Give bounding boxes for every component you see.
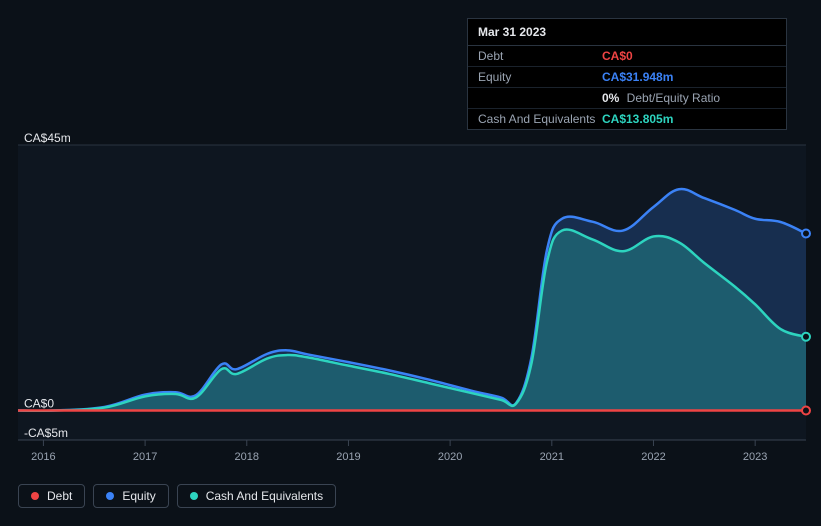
tooltip-row: EquityCA$31.948m — [468, 67, 786, 88]
chart-tooltip: Mar 31 2023 DebtCA$0EquityCA$31.948m0% D… — [467, 18, 787, 130]
tooltip-row-value: 0% Debt/Equity Ratio — [602, 91, 776, 105]
legend-swatch — [31, 492, 39, 500]
svg-text:-CA$5m: -CA$5m — [24, 426, 68, 440]
svg-text:2016: 2016 — [31, 451, 55, 463]
svg-text:2018: 2018 — [235, 451, 259, 463]
chart-legend: Debt Equity Cash And Equivalents — [18, 484, 336, 508]
tooltip-row-value: CA$0 — [602, 49, 776, 63]
svg-text:2023: 2023 — [743, 451, 767, 463]
legend-swatch — [106, 492, 114, 500]
legend-item-debt[interactable]: Debt — [18, 484, 85, 508]
svg-text:CA$0: CA$0 — [24, 397, 54, 411]
tooltip-row-label — [478, 91, 602, 105]
tooltip-date: Mar 31 2023 — [468, 19, 786, 46]
svg-text:2017: 2017 — [133, 451, 157, 463]
tooltip-row-sublabel: Debt/Equity Ratio — [623, 91, 720, 105]
svg-text:2021: 2021 — [540, 451, 564, 463]
tooltip-row-value: CA$31.948m — [602, 70, 776, 84]
tooltip-row: DebtCA$0 — [468, 46, 786, 67]
legend-item-equity[interactable]: Equity — [93, 484, 168, 508]
chart-root: CA$45m CA$0 -CA$5m 2016 2017 2018 2019 2020 2021… — [0, 0, 821, 526]
legend-label: Cash And Equivalents — [206, 489, 323, 503]
svg-text:CA$45m: CA$45m — [24, 131, 71, 145]
svg-text:2020: 2020 — [438, 451, 462, 463]
tooltip-row: 0% Debt/Equity Ratio — [468, 88, 786, 109]
tooltip-row: Cash And EquivalentsCA$13.805m — [468, 109, 786, 129]
legend-swatch — [190, 492, 198, 500]
legend-item-cash-and-equivalents[interactable]: Cash And Equivalents — [177, 484, 336, 508]
legend-label: Equity — [122, 489, 155, 503]
tooltip-row-label: Equity — [478, 70, 602, 84]
svg-text:2022: 2022 — [641, 451, 665, 463]
legend-label: Debt — [47, 489, 72, 503]
tooltip-row-value: CA$13.805m — [602, 112, 776, 126]
svg-text:2019: 2019 — [336, 451, 360, 463]
tooltip-row-label: Debt — [478, 49, 602, 63]
tooltip-row-label: Cash And Equivalents — [478, 112, 602, 126]
